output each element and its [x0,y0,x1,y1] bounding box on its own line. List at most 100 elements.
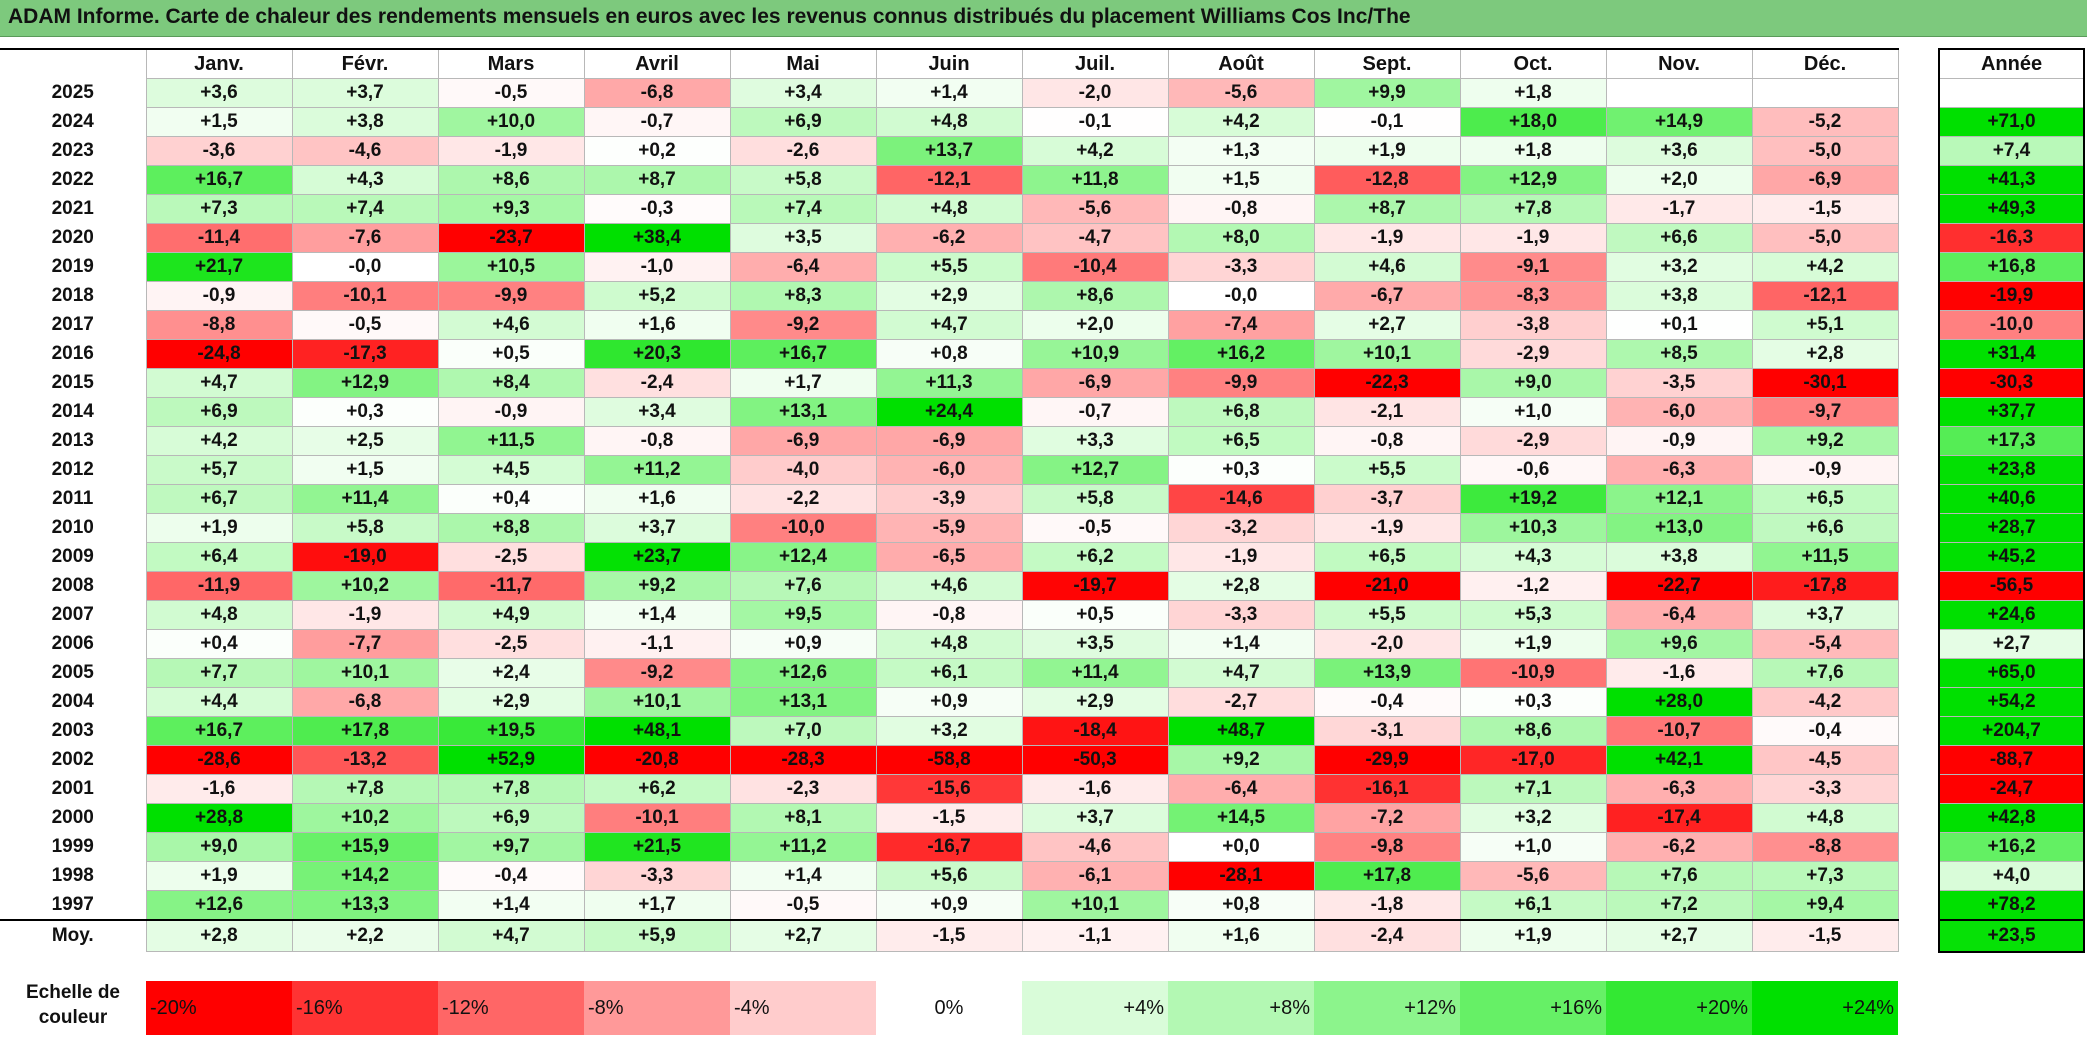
heatmap-cell: -3,7 [1313,484,1461,514]
heatmap-cell: +1,5 [291,455,439,485]
year-label: 2000 [0,803,147,833]
heatmap-cell: -4,6 [291,136,439,166]
heatmap-cell: -5,6 [1459,861,1607,891]
heatmap-cell: -6,9 [875,426,1023,456]
heatmap-cell: +8,1 [729,803,877,833]
color-scale-swatch: -8% [584,981,730,1035]
heatmap-cell: +2,8 [1167,571,1315,601]
heatmap-cell: +1,4 [437,890,585,921]
heatmap-cell: -17,4 [1605,803,1753,833]
heatmap-cell: +4,2 [145,426,293,456]
annual-cell: -10,0 [1938,310,2085,340]
heatmap-cell: -10,4 [1021,252,1169,282]
heatmap-cell: +3,7 [583,513,731,543]
heatmap-cell: -16,1 [1313,774,1461,804]
heatmap-cell: +7,3 [145,194,293,224]
heatmap-cell: +5,8 [1021,484,1169,514]
month-header: Juil. [1021,48,1169,79]
heatmap-cell: -11,4 [145,223,293,253]
heatmap-cell: -28,6 [145,745,293,775]
annual-table: Année +71,0 +7,4 +41,3 +49,3 -16,3 +16,8 -19,9… [1938,48,2085,953]
heatmap-cell: +1,8 [1459,78,1607,108]
heatmap-cell: +6,6 [1751,513,1899,543]
heatmap-cell: +5,8 [729,165,877,195]
heatmap-cell: +8,7 [583,165,731,195]
month-header: Janv. [145,48,293,79]
heatmap-cell: +6,9 [437,803,585,833]
heatmap-cell: -9,2 [729,310,877,340]
heatmap-cell: -6,0 [1605,397,1753,427]
heatmap-cell: +21,5 [583,832,731,862]
color-scale-swatch: +12% [1314,981,1460,1035]
heatmap-cell: +2,0 [1605,165,1753,195]
heatmap-cell: +28,8 [145,803,293,833]
year-label: 2014 [0,397,147,427]
year-row: 2019 +21,7 -0,0 +10,5 -1,0 -6,4 +5,5 -10,4 -3,3 +… [0,252,1899,282]
year-label: 2009 [0,542,147,572]
heatmap-cell: -7,2 [1313,803,1461,833]
heatmap-cell: +16,7 [145,716,293,746]
heatmap-cell: -7,6 [291,223,439,253]
heatmap-cell: +4,7 [437,919,585,952]
heatmap-cell: -0,0 [1167,281,1315,311]
heatmap-cell: -6,7 [1313,281,1461,311]
heatmap-cell: -0,5 [1021,513,1169,543]
month-header: Févr. [291,48,439,79]
year-row: 2021 +7,3 +7,4 +9,3 -0,3 +7,4 +4,8 -5,6 -0,8 +8,7… [0,194,1899,224]
heatmap-cell: +0,9 [875,687,1023,717]
annual-cell: +7,4 [1938,136,2085,166]
heatmap-cell: +2,9 [437,687,585,717]
heatmap-cell: +1,9 [1459,919,1607,952]
heatmap-cell: -20,8 [583,745,731,775]
heatmap-cell: +4,5 [437,455,585,485]
heatmap-cell: +1,9 [145,513,293,543]
heatmap-cell: +3,5 [1021,629,1169,659]
heatmap-cell: +10,1 [583,687,731,717]
heatmap-cell: -22,7 [1605,571,1753,601]
heatmap-cell: +12,9 [1459,165,1607,195]
heatmap-table: Janv. Févr. Mars Avril Mai Juin Juil. Août Sept.… [0,48,1899,952]
heatmap-cell: +9,5 [729,600,877,630]
heatmap-cell: -1,6 [1021,774,1169,804]
heatmap-cell: +10,3 [1459,513,1607,543]
heatmap-cell: -1,9 [1313,513,1461,543]
heatmap-cell: +10,1 [1021,890,1169,921]
heatmap-cell: +4,2 [1751,252,1899,282]
color-scale-swatch: -4% [730,981,876,1035]
heatmap-cell: +8,4 [437,368,585,398]
heatmap-cell: +0,5 [1021,600,1169,630]
heatmap-cell: -10,0 [729,513,877,543]
heatmap-cell: -0,7 [583,107,731,137]
year-label: 2022 [0,165,147,195]
heatmap-cell: -3,2 [1167,513,1315,543]
heatmap-cell: +38,4 [583,223,731,253]
heatmap-cell: +1,9 [1459,629,1607,659]
heatmap-cell: -0,4 [437,861,585,891]
heatmap-cell: +1,4 [875,78,1023,108]
year-row: 2016 -24,8 -17,3 +0,5 +20,3 +16,7 +0,8 +10,9 +16… [0,339,1899,369]
heatmap-cell: +2,9 [1021,687,1169,717]
heatmap-cell: -22,3 [1313,368,1461,398]
year-row: 2010 +1,9 +5,8 +8,8 +3,7 -10,0 -5,9 -0,5 -3,2 -1,… [0,513,1899,543]
year-row: 2013 +4,2 +2,5 +11,5 -0,8 -6,9 -6,9 +3,3 +6,5 -0,… [0,426,1899,456]
heatmap-cell: -17,3 [291,339,439,369]
heatmap-cell: -1,8 [1313,890,1461,921]
heatmap-cell: +6,5 [1313,542,1461,572]
heatmap-cell: +0,9 [729,629,877,659]
heatmap-cell: -6,4 [729,252,877,282]
heatmap-cell: -3,3 [1167,600,1315,630]
heatmap-cell: +5,8 [291,513,439,543]
heatmap-cell: -30,1 [1751,368,1899,398]
year-label: 2006 [0,629,147,659]
heatmap-cell: -3,9 [875,484,1023,514]
heatmap-cell: -6,4 [1167,774,1315,804]
heatmap-cell: +6,1 [1459,890,1607,921]
annual-cell: +17,3 [1938,426,2085,456]
year-label: 2003 [0,716,147,746]
month-header: Mars [437,48,585,79]
color-scale-swatch: +8% [1168,981,1314,1035]
heatmap-cell [1751,78,1899,108]
heatmap-cell: +4,2 [1167,107,1315,137]
heatmap-cell: -8,3 [1459,281,1607,311]
heatmap-cell: -12,1 [1751,281,1899,311]
